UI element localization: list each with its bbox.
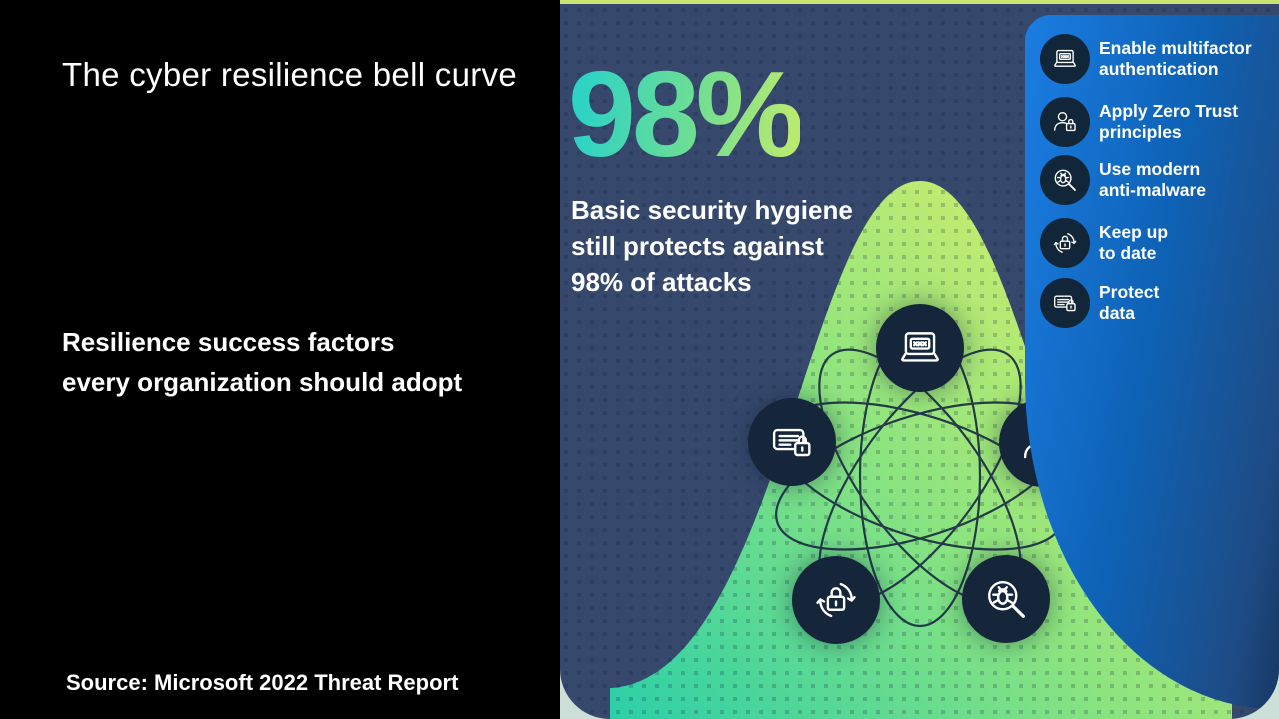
checklist-label-line: data xyxy=(1099,303,1135,323)
checklist-item-anti-malware: Use modern anti-malware xyxy=(1040,155,1206,205)
checklist-label-line: Apply Zero Trust xyxy=(1099,101,1239,121)
subtitle-line-1: Resilience success factors xyxy=(62,327,395,357)
left-text-pane: The cyber resilience bell curve Resilien… xyxy=(0,0,560,719)
diagram-node-mfa xyxy=(876,304,964,392)
stat-value: 98% xyxy=(568,46,804,182)
checklist-label-line: to date xyxy=(1099,243,1157,263)
mfa-laptop-icon xyxy=(1050,44,1080,74)
protect-data-document-lock-icon xyxy=(1050,288,1080,318)
page-title: The cyber resilience bell curve xyxy=(62,56,517,93)
checklist-label-line: anti-malware xyxy=(1099,180,1206,200)
stat-description: Basic security hygiene still protects ag… xyxy=(571,192,853,300)
diagram-node-protect-data xyxy=(748,398,836,486)
checklist-item-mfa: Enable multifactor authentication xyxy=(1040,34,1252,84)
anti-malware-bug-magnifier-icon xyxy=(1050,165,1080,195)
infographic-pane: 98% Basic security hygiene still protect… xyxy=(560,0,1279,719)
source-note: Source: Microsoft 2022 Threat Report xyxy=(66,670,459,695)
stat-desc-line-2: still protects against xyxy=(571,231,824,261)
subtitle: Resilience success factors every organiz… xyxy=(62,322,462,402)
subtitle-line-2: every organization should adopt xyxy=(62,367,463,397)
diagram-node-update xyxy=(792,556,880,644)
stat-desc-line-3: 98% of attacks xyxy=(571,267,752,297)
checklist-label-line: Use modern xyxy=(1099,159,1201,179)
update-lock-refresh-icon xyxy=(810,574,862,626)
checklist-label-line: Keep up xyxy=(1099,222,1169,242)
stat-desc-line-1: Basic security hygiene xyxy=(571,195,853,225)
anti-malware-bug-magnifier-icon xyxy=(980,573,1032,625)
checklist-label-line: authentication xyxy=(1099,59,1219,79)
checklist-label-line: Protect xyxy=(1099,282,1160,302)
zero-trust-person-lock-icon xyxy=(1050,107,1080,137)
checklist-label-line: Enable multifactor xyxy=(1099,38,1252,58)
update-lock-refresh-icon xyxy=(1050,228,1080,258)
checklist-item-update: Keep up to date xyxy=(1040,218,1168,268)
checklist-label-line: principles xyxy=(1099,122,1182,142)
top-accent-strip xyxy=(560,0,1279,4)
checklist-item-protect-data: Protect data xyxy=(1040,278,1159,328)
mfa-laptop-icon xyxy=(894,322,946,374)
infographic-background: 98% Basic security hygiene still protect… xyxy=(560,4,1279,719)
checklist-item-zero-trust: Apply Zero Trust principles xyxy=(1040,97,1238,147)
protect-data-document-lock-icon xyxy=(766,416,818,468)
diagram-node-anti-malware xyxy=(962,555,1050,643)
